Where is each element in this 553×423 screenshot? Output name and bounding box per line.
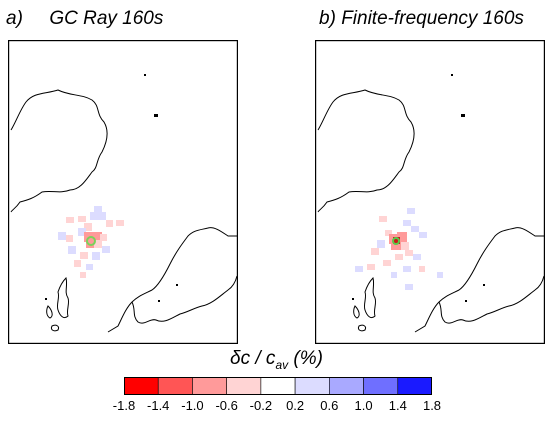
colorbar-label-unit: (%): [288, 348, 323, 369]
coastline-a: [10, 89, 238, 333]
map-a-frame: [8, 40, 238, 344]
anomaly-center-marker-b: [392, 237, 400, 245]
colorbar-label: δc / cav (%): [0, 348, 553, 372]
colorbar-tick-label: 0.6: [320, 398, 339, 413]
panel-b-name: Finite-frequency 160s: [341, 8, 524, 29]
colorbar-ticks: -1.8 -1.4 -1.0 -0.6 -0.2 0.2 0.6 1.0 1.4 1.8: [0, 398, 553, 418]
colorbar-cell: [226, 377, 262, 395]
small-islands-a: [45, 74, 178, 302]
panel-b-label: b): [319, 8, 336, 29]
anomaly-peak-cell-b: [393, 237, 400, 244]
colorbar-tick-label: -1.4: [147, 398, 170, 413]
colorbar-tick-label: 0.2: [286, 398, 305, 413]
colorbar-cell: [260, 377, 296, 395]
colorbar-tick-label: 1.0: [354, 398, 373, 413]
coastline-b: [317, 89, 545, 333]
map-b-frame: [315, 40, 545, 344]
colorbar-cell: [329, 377, 364, 395]
colorbar-label-subscript: av: [275, 357, 289, 372]
colorbar-cell: [397, 377, 432, 395]
map-panel-b: [315, 40, 545, 344]
colorbar-cell: [363, 377, 399, 395]
colorbar-tick-label: 1.4: [388, 398, 407, 413]
panel-a-title: a) GC Ray 160s: [6, 8, 163, 30]
colorbar-tick-label: -1.0: [181, 398, 204, 413]
panel-a-name: GC Ray 160s: [49, 8, 164, 29]
panel-a-label: a): [6, 8, 23, 29]
panel-b-title: b) Finite-frequency 160s: [319, 8, 524, 30]
anomaly-center-marker-a: [86, 236, 96, 246]
small-islands-b: [352, 74, 485, 302]
colorbar-cell: [192, 377, 227, 395]
colorbar-cell: [157, 377, 193, 395]
colorbar-label-symbol: δc / c: [230, 348, 276, 369]
map-panel-a: [8, 40, 238, 344]
colorbar-tick-label: -0.6: [215, 398, 238, 413]
colorbar-tick-label: -1.8: [112, 398, 136, 413]
colorbar-cell: [294, 377, 330, 395]
colorbar-tick-label: -0.2: [249, 398, 273, 413]
colorbar-frame: [124, 377, 432, 395]
colorbar: [124, 377, 432, 395]
colorbar-tick-label: 1.8: [422, 398, 442, 413]
colorbar-cell: [124, 377, 159, 395]
